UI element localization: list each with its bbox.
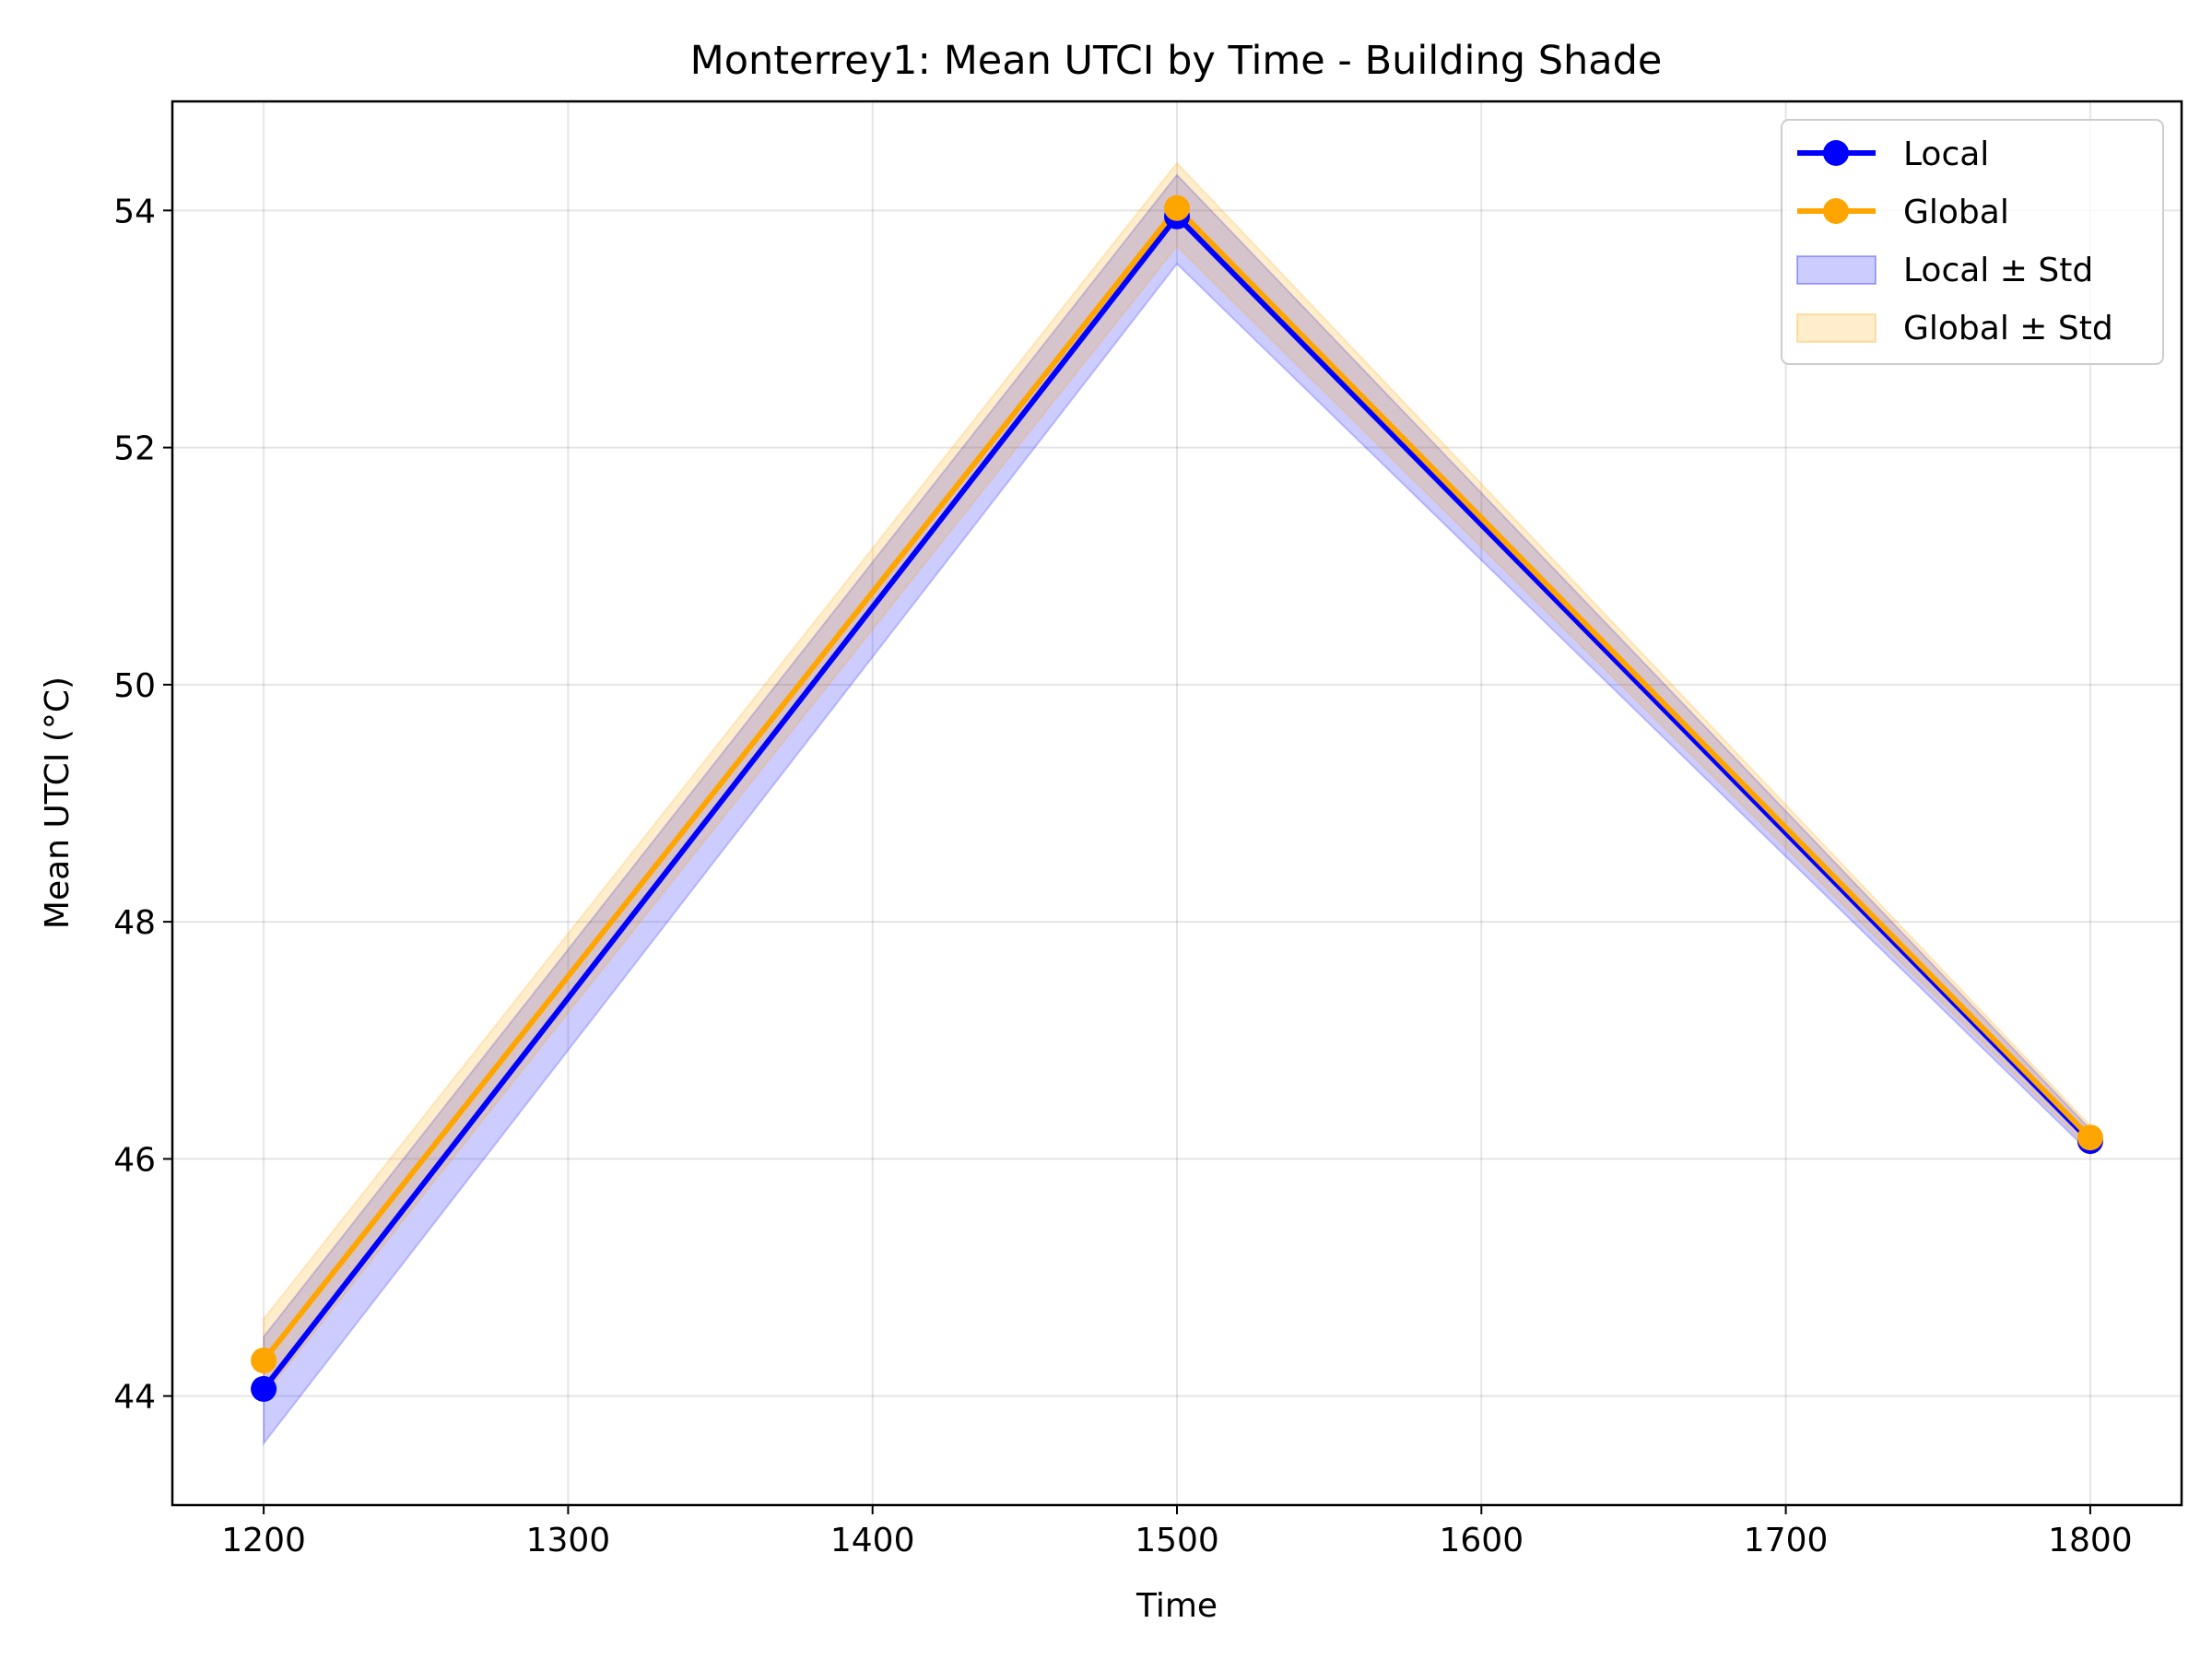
y-tick-label: 44	[113, 1379, 156, 1417]
chart-title: Monterrey1: Mean UTCI by Time - Building…	[690, 38, 1663, 84]
legend-item-global: Global	[1797, 194, 2009, 231]
y-tick-label: 52	[113, 430, 156, 468]
y-axis-label: Mean UTCI (°C)	[39, 677, 76, 929]
data-point-global	[1164, 194, 1190, 221]
legend-item-band-0: Local ± Std	[1796, 252, 2093, 289]
x-tick-label: 1600	[1439, 1522, 1524, 1559]
legend-label: Local ± Std	[1903, 252, 2093, 289]
data-point-global	[2077, 1124, 2103, 1151]
x-tick-label: 1800	[2048, 1522, 2133, 1559]
legend: Local Global Local ± Std Global ± Std	[1781, 119, 2164, 365]
legend-item-band-1: Global ± Std	[1796, 310, 2113, 347]
data-point-local	[251, 1375, 277, 1402]
y-axis-ticks: 44 46 48 50 52 54	[113, 193, 172, 1417]
legend-band-swatch	[1796, 313, 1877, 343]
data-point-global	[251, 1347, 277, 1374]
x-tick-label: 1300	[526, 1522, 611, 1559]
legend-marker-swatch	[1823, 198, 1849, 224]
legend-marker-swatch	[1823, 140, 1849, 166]
y-tick-label: 48	[113, 904, 156, 942]
legend-label: Global ± Std	[1903, 310, 2113, 347]
legend-band-swatch	[1796, 255, 1877, 285]
legend-item-local: Local	[1797, 135, 1989, 173]
y-tick-label: 54	[113, 193, 156, 230]
x-tick-label: 1700	[1744, 1522, 1829, 1559]
x-axis-ticks: 1200 1300 1400 1500 1600 1700 1800	[221, 1505, 2133, 1559]
grid-lines	[172, 101, 2182, 1505]
legend-box	[1781, 119, 2164, 365]
legend-label: Global	[1903, 194, 2009, 231]
x-tick-label: 1200	[221, 1522, 306, 1559]
x-tick-label: 1400	[830, 1522, 915, 1559]
series-markers	[251, 194, 2103, 1402]
x-tick-label: 1500	[1135, 1522, 1219, 1559]
legend-label: Local	[1903, 135, 1989, 173]
x-axis-label: Time	[1135, 1587, 1218, 1625]
y-tick-label: 46	[113, 1141, 156, 1179]
y-tick-label: 50	[113, 667, 156, 705]
